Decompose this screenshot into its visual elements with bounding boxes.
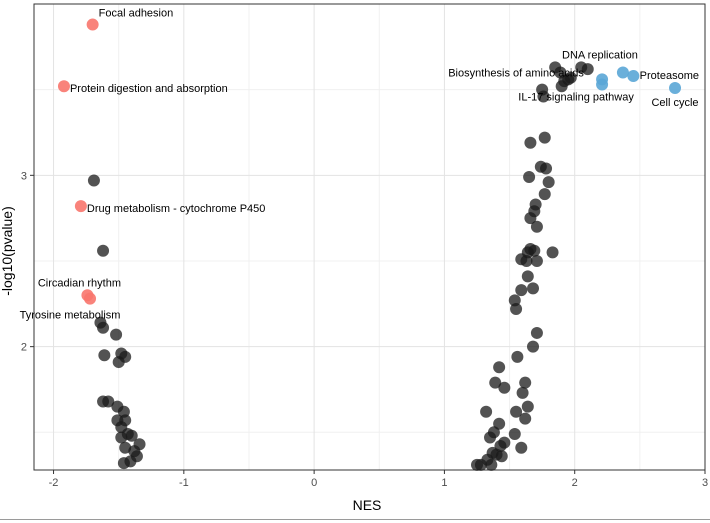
data-point — [484, 431, 497, 444]
data-point — [125, 429, 138, 442]
highlighted-point — [669, 81, 682, 94]
x-tick-label: 1 — [441, 477, 447, 489]
data-point — [508, 428, 521, 441]
data-point — [564, 71, 577, 84]
highlighted-point — [74, 200, 87, 213]
data-point — [510, 405, 523, 418]
data-point — [538, 131, 551, 144]
data-point — [527, 282, 540, 295]
data-point — [542, 176, 555, 189]
x-tick-label: 2 — [572, 477, 578, 489]
highlighted-point — [86, 18, 99, 31]
data-point — [102, 395, 115, 408]
x-tick-label: 0 — [311, 477, 317, 489]
point-label: Cell cycle — [651, 97, 698, 109]
data-point — [519, 376, 532, 389]
data-point — [524, 212, 537, 225]
point-label: Protein digestion and absorption — [70, 83, 228, 95]
data-point — [530, 326, 543, 339]
data-point — [521, 400, 534, 413]
point-label: Tyrosine metabolism — [20, 310, 121, 322]
data-point — [510, 302, 523, 315]
data-point — [87, 174, 100, 187]
point-label: DNA replication — [562, 50, 638, 62]
data-point — [515, 441, 528, 454]
data-point — [495, 450, 508, 463]
point-label: Proteasome — [640, 70, 699, 82]
data-point — [97, 321, 110, 334]
y-axis-title: -log10(pvalue) — [0, 206, 15, 296]
y-tick-label: 2 — [21, 342, 27, 354]
data-point — [493, 361, 506, 374]
data-point — [485, 458, 498, 471]
data-point — [537, 90, 550, 103]
data-point — [470, 458, 483, 471]
data-point — [110, 328, 123, 341]
x-tick-label: -2 — [49, 477, 59, 489]
data-point — [516, 386, 529, 399]
bottom-divider — [0, 519, 710, 520]
plot-panel-border — [33, 3, 706, 471]
highlighted-point — [627, 69, 640, 82]
data-point — [520, 254, 533, 267]
data-point — [97, 244, 110, 257]
data-point — [523, 171, 536, 184]
y-tick-label: 3 — [21, 170, 27, 182]
point-labels: Focal adhesion Protein digestion and abso… — [20, 8, 699, 322]
highlighted-point — [616, 66, 629, 79]
data-point — [511, 350, 524, 363]
x-tick-label: 3 — [702, 477, 708, 489]
point-label: Focal adhesion — [99, 8, 174, 20]
data-point — [524, 136, 537, 149]
data-point — [119, 441, 132, 454]
data-point — [530, 220, 543, 233]
point-label: Drug metabolism - cytochrome P450 — [87, 203, 266, 215]
highlighted-point — [596, 78, 609, 91]
data-point — [538, 188, 551, 201]
data-points — [57, 18, 682, 471]
data-point — [480, 405, 493, 418]
point-label: Biosynthesis of amino acids — [448, 67, 584, 79]
data-point — [498, 381, 511, 394]
axis-ticks: -2 -1 0 1 2 3 2 3 — [21, 170, 708, 489]
data-point — [117, 457, 130, 470]
point-label: Circadian rhythm — [38, 277, 121, 289]
data-point — [515, 284, 528, 297]
data-point — [489, 376, 502, 389]
data-point — [546, 246, 559, 259]
data-point — [115, 431, 128, 444]
data-point — [528, 244, 541, 257]
x-axis-title: NES — [353, 497, 382, 513]
point-label: IL-17 signaling pathway — [518, 92, 634, 104]
data-point — [540, 162, 553, 175]
data-point — [519, 412, 532, 425]
data-point — [581, 63, 594, 76]
data-point — [555, 80, 568, 93]
data-point — [521, 270, 534, 283]
data-point — [527, 340, 540, 353]
data-point — [98, 349, 111, 362]
highlighted-point — [57, 80, 70, 93]
data-point — [530, 254, 543, 267]
x-tick-label: -1 — [179, 477, 189, 489]
data-point — [112, 356, 125, 369]
highlighted-point — [84, 292, 97, 305]
